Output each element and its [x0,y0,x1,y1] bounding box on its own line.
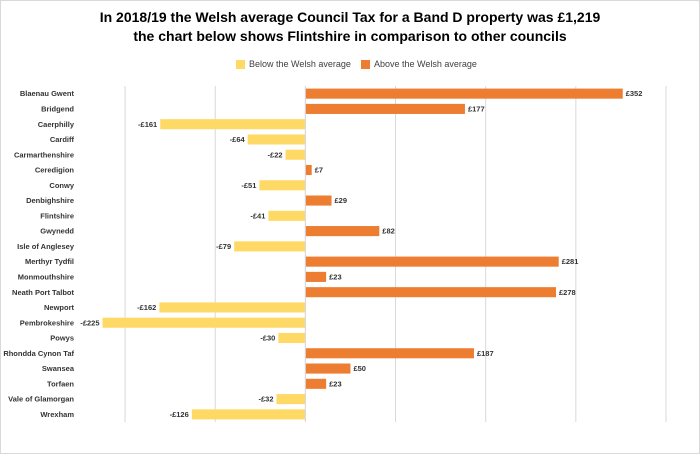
category-label-conwy: Conwy [49,181,74,190]
category-label-monmouthshire: Monmouthshire [18,273,74,282]
data-label-pembrokeshire: -£225 [80,318,99,327]
category-label-rhondda-cynon-taf: Rhondda Cynon Taf [3,349,74,358]
bar-carmarthenshire [285,149,306,160]
bar-cardiff [247,134,306,145]
bar-isle-of-anglesey [234,241,306,252]
data-label-swansea: £50 [353,364,366,373]
data-label-vale-of-glamorgan: -£32 [259,395,274,404]
data-label-cardiff: -£64 [230,135,246,144]
category-label-newport: Newport [44,303,75,312]
bar-neath-port-talbot [305,287,557,298]
data-label-flintshire: -£41 [250,211,265,220]
data-label-merthyr-tydfil: £281 [562,257,579,266]
chart-legend: Below the Welsh average Above the Welsh … [0,59,700,73]
data-label-caerphilly: -£161 [138,120,157,129]
bar-torfaen [305,378,327,389]
data-label-carmarthenshire: -£22 [268,150,283,159]
legend-swatch-above [361,59,370,69]
bar-conwy [259,180,306,191]
bar-pembrokeshire [102,317,306,328]
bar-powys [278,332,306,344]
bar-merthyr-tydfil [305,256,559,267]
data-label-monmouthshire: £23 [329,273,342,282]
data-label-blaenau-gwent: £352 [626,89,643,98]
bar-denbighshire [305,195,332,206]
category-label-pembrokeshire: Pembrokeshire [20,318,74,327]
legend-label-above: Above the Welsh average [374,59,477,69]
legend-swatch-below [236,59,245,69]
data-label-isle-of-anglesey: -£79 [216,242,231,251]
category-label-caerphilly: Caerphilly [38,120,75,129]
category-label-cardiff: Cardiff [50,135,75,144]
bar-wrexham [191,409,306,420]
category-label-wrexham: Wrexham [40,410,74,419]
bar-bridgend [305,103,465,114]
data-label-ceredigion: £7 [315,166,323,175]
category-label-swansea: Swansea [42,364,75,373]
bar-blaenau-gwent [305,88,623,99]
bar-rhondda-cynon-taf [305,348,474,359]
chart-title-line-1: In 2018/19 the Welsh average Council Tax… [99,9,601,25]
category-label-powys: Powys [50,334,74,343]
data-label-gwynedd: £82 [382,227,395,236]
category-label-torfaen: Torfaen [47,379,74,388]
data-label-bridgend: £177 [468,105,485,114]
data-label-neath-port-talbot: £278 [559,288,576,297]
category-label-gwynedd: Gwynedd [40,227,74,236]
bar-newport [159,302,306,313]
data-label-torfaen: £23 [329,379,342,388]
category-label-blaenau-gwent: Blaenau Gwent [20,89,75,98]
data-label-rhondda-cynon-taf: £187 [477,349,494,358]
data-label-wrexham: -£126 [170,410,189,419]
legend-label-below: Below the Welsh average [249,59,351,69]
data-label-newport: -£162 [137,303,156,312]
bar-flintshire [268,210,306,221]
category-label-flintshire: Flintshire [40,211,74,220]
bar-vale-of-glamorgan [276,394,306,405]
category-label-neath-port-talbot: Neath Port Talbot [12,288,74,297]
category-label-carmarthenshire: Carmarthenshire [14,150,74,159]
bar-swansea [305,363,351,374]
data-label-conwy: -£51 [241,181,256,190]
category-label-vale-of-glamorgan: Vale of Glamorgan [8,395,74,404]
legend-item-above: Above the Welsh average [361,59,477,69]
category-label-merthyr-tydfil: Merthyr Tydfil [25,257,74,266]
category-label-ceredigion: Ceredigion [35,166,75,175]
data-label-powys: -£30 [260,334,275,343]
bar-gwynedd [305,226,380,237]
chart-title-line-2: the chart below shows Flintshire in comp… [133,28,567,44]
category-label-denbighshire: Denbighshire [26,196,74,205]
legend-item-below: Below the Welsh average [236,59,351,69]
chart-title: In 2018/19 the Welsh average Council Tax… [0,8,700,46]
bar-ceredigion [305,164,312,176]
bar-monmouthshire [305,271,327,282]
bar-caerphilly [160,119,306,130]
data-label-denbighshire: £29 [335,196,348,205]
category-label-bridgend: Bridgend [41,105,74,114]
category-label-isle-of-anglesey: Isle of Anglesey [17,242,75,251]
